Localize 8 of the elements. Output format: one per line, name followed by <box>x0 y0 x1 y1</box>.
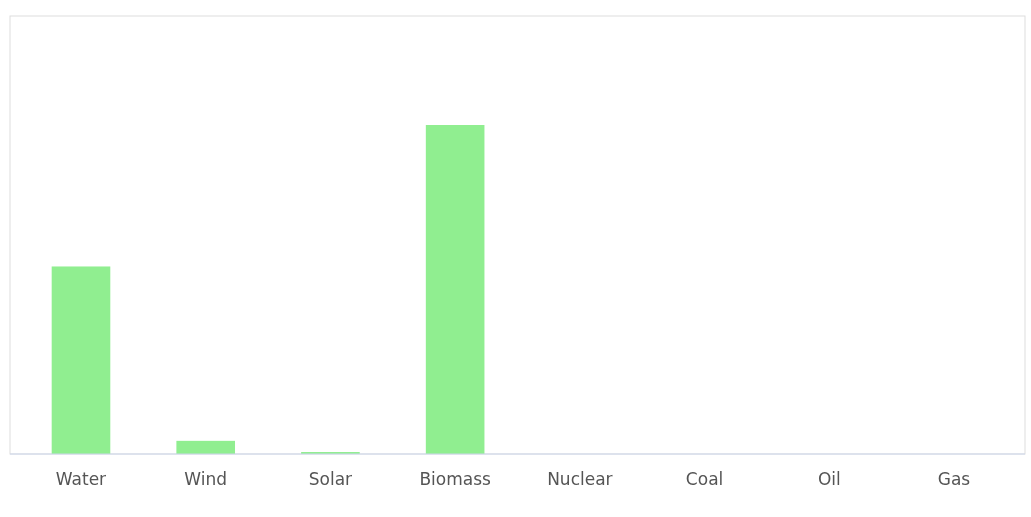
x-tick-label: Wind <box>184 469 228 489</box>
x-tick-label: Solar <box>308 469 353 489</box>
x-tick-label: Oil <box>817 469 841 489</box>
x-tick-label: Water <box>55 469 107 489</box>
x-tick-label: Coal <box>685 469 724 489</box>
x-tick-label: Nuclear <box>547 469 613 489</box>
x-tick-label: Biomass <box>419 469 492 489</box>
x-tick-label: Gas <box>937 469 971 489</box>
